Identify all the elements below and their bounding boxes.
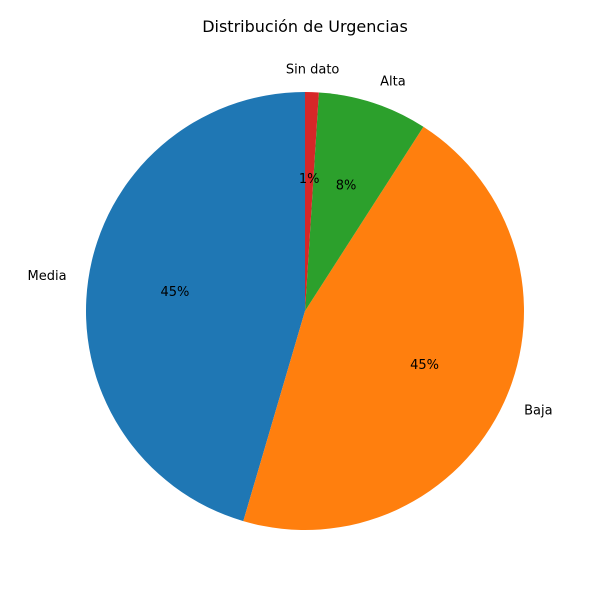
slice-percentage-label: 1% bbox=[299, 172, 320, 187]
slice-label: Baja bbox=[524, 404, 552, 419]
pie-slices bbox=[85, 92, 524, 531]
pie-slice-sin-dato bbox=[305, 92, 319, 311]
pie-slice-alta bbox=[305, 92, 424, 311]
slice-percentage-label: 45% bbox=[160, 285, 189, 300]
slice-percentage-label: 8% bbox=[336, 179, 357, 194]
pie-labels: Media 45% Baja 45% Alta 8% Sin dato 1% bbox=[28, 63, 553, 419]
slice-label: Media bbox=[28, 269, 67, 284]
chart-title: Distribución de Urgencias bbox=[202, 17, 408, 36]
pie-slice-baja bbox=[243, 126, 524, 531]
slice-percentage-label: 45% bbox=[410, 358, 439, 373]
slice-label: Sin dato bbox=[286, 63, 340, 78]
pie-slice-media bbox=[85, 92, 305, 522]
slice-label: Alta bbox=[380, 75, 406, 90]
